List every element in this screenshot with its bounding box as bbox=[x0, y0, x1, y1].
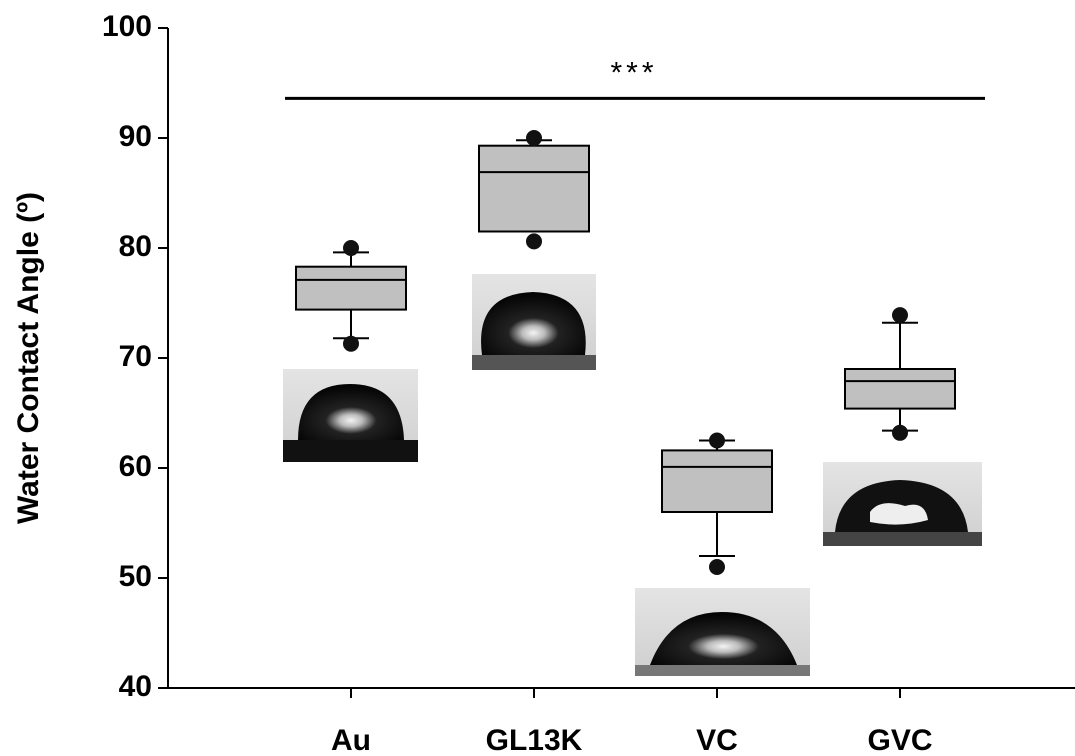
significance-label: *** bbox=[610, 56, 657, 89]
outlier bbox=[526, 233, 542, 250]
y-tick-label: 100 bbox=[102, 10, 152, 43]
droplet-image bbox=[472, 274, 596, 370]
droplet-image bbox=[283, 369, 418, 462]
outlier bbox=[526, 130, 542, 146]
y-tick-label: 90 bbox=[119, 120, 152, 153]
outlier bbox=[709, 559, 725, 575]
x-tick-label: GL13K bbox=[486, 724, 583, 756]
box bbox=[478, 144, 590, 233]
x-tick-label: Au bbox=[331, 724, 371, 756]
droplet-image bbox=[823, 462, 982, 546]
x-tick-label: GVC bbox=[867, 724, 932, 756]
y-tick-label: 70 bbox=[119, 340, 152, 373]
box bbox=[661, 449, 773, 513]
outlier bbox=[892, 307, 908, 324]
y-tick-label: 80 bbox=[119, 230, 152, 263]
droplet-image bbox=[635, 588, 810, 676]
y-tick-label: 50 bbox=[119, 560, 152, 593]
y-axis-label: Water Contact Angle (º) bbox=[12, 192, 45, 524]
x-tick-label: VC bbox=[696, 724, 738, 756]
outlier bbox=[343, 240, 359, 256]
outlier bbox=[709, 432, 725, 449]
y-tick-label: 60 bbox=[119, 450, 152, 483]
outlier bbox=[892, 424, 908, 441]
y-tick-label: 40 bbox=[119, 670, 152, 703]
outlier bbox=[343, 335, 359, 352]
box bbox=[844, 368, 956, 410]
box bbox=[295, 265, 407, 311]
